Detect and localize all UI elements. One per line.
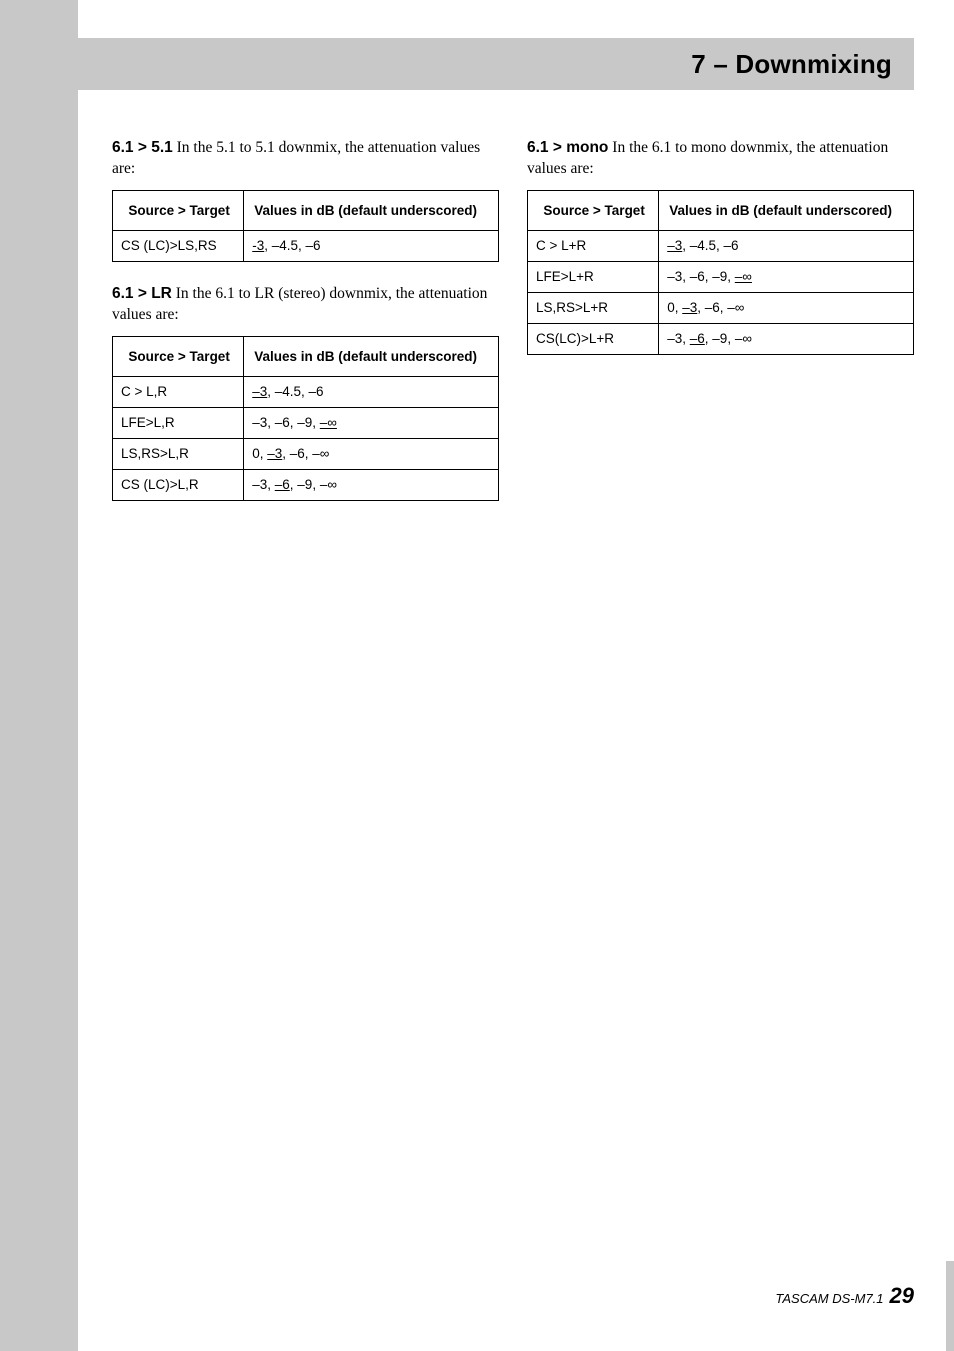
table-6-1-to-5-1: Source > Target Values in dB (default un… (112, 190, 499, 262)
table-row: CS(LC)>L+R –3, –6, –9, –∞ (528, 323, 914, 354)
table-row: LS,RS>L+R 0, –3, –6, –∞ (528, 292, 914, 323)
content-area: 6.1 > 5.1 In the 5.1 to 5.1 downmix, the… (112, 138, 914, 523)
cell-values: –3, –6, –9, –∞ (244, 407, 499, 438)
table-header-row: Source > Target Values in dB (default un… (528, 190, 914, 230)
cell-source: LFE>L,R (113, 407, 244, 438)
left-column: 6.1 > 5.1 In the 5.1 to 5.1 downmix, the… (112, 138, 499, 523)
cell-source: CS (LC)>LS,RS (113, 230, 244, 261)
table-row: C > L+R –3, –4.5, –6 (528, 230, 914, 261)
cell-source: C > L+R (528, 230, 659, 261)
cell-values: –3, –6, –9, –∞ (659, 261, 914, 292)
col-header-source: Source > Target (113, 336, 244, 376)
cell-source: CS (LC)>L,R (113, 469, 244, 500)
table-row: CS (LC)>LS,RS -3, –4.5, –6 (113, 230, 499, 261)
table-header-row: Source > Target Values in dB (default un… (113, 190, 499, 230)
col-header-source: Source > Target (113, 190, 244, 230)
col-header-source: Source > Target (528, 190, 659, 230)
cell-values: –3, –6, –9, –∞ (244, 469, 499, 500)
footer-model: TASCAM DS-M7.1 (775, 1291, 883, 1306)
cell-source: LS,RS>L+R (528, 292, 659, 323)
cell-values: –3, –6, –9, –∞ (659, 323, 914, 354)
cell-values: -3, –4.5, –6 (244, 230, 499, 261)
section-6-1-to-lr-intro: 6.1 > LR In the 6.1 to LR (stereo) downm… (112, 284, 499, 326)
table-row: LFE>L+R –3, –6, –9, –∞ (528, 261, 914, 292)
table-row: CS (LC)>L,R –3, –6, –9, –∞ (113, 469, 499, 500)
cell-source: CS(LC)>L+R (528, 323, 659, 354)
cell-source: LFE>L+R (528, 261, 659, 292)
table-row: C > L,R –3, –4.5, –6 (113, 376, 499, 407)
cell-values: –3, –4.5, –6 (244, 376, 499, 407)
runin-heading: 6.1 > mono (527, 139, 608, 156)
table-6-1-to-mono: Source > Target Values in dB (default un… (527, 190, 914, 355)
cell-source: LS,RS>L,R (113, 438, 244, 469)
cell-values: –3, –4.5, –6 (659, 230, 914, 261)
table-row: LS,RS>L,R 0, –3, –6, –∞ (113, 438, 499, 469)
col-header-values: Values in dB (default underscored) (659, 190, 914, 230)
cell-values: 0, –3, –6, –∞ (659, 292, 914, 323)
runin-heading: 6.1 > LR (112, 285, 172, 302)
table-header-row: Source > Target Values in dB (default un… (113, 336, 499, 376)
col-header-values: Values in dB (default underscored) (244, 336, 499, 376)
chapter-header: 7 – Downmixing (78, 38, 914, 90)
cell-values: 0, –3, –6, –∞ (244, 438, 499, 469)
table-row: LFE>L,R –3, –6, –9, –∞ (113, 407, 499, 438)
section-6-1-to-mono-intro: 6.1 > mono In the 6.1 to mono downmix, t… (527, 138, 914, 180)
runin-heading: 6.1 > 5.1 (112, 139, 173, 156)
cell-source: C > L,R (113, 376, 244, 407)
page-footer: TASCAM DS-M7.1 29 (775, 1283, 914, 1309)
left-gutter (0, 0, 78, 1351)
col-header-values: Values in dB (default underscored) (244, 190, 499, 230)
page-number: 29 (890, 1283, 914, 1309)
table-6-1-to-lr: Source > Target Values in dB (default un… (112, 336, 499, 501)
right-column: 6.1 > mono In the 6.1 to mono downmix, t… (527, 138, 914, 523)
section-6-1-to-5-1-intro: 6.1 > 5.1 In the 5.1 to 5.1 downmix, the… (112, 138, 499, 180)
right-ruler-tab (946, 1261, 954, 1351)
chapter-title: 7 – Downmixing (691, 49, 892, 80)
